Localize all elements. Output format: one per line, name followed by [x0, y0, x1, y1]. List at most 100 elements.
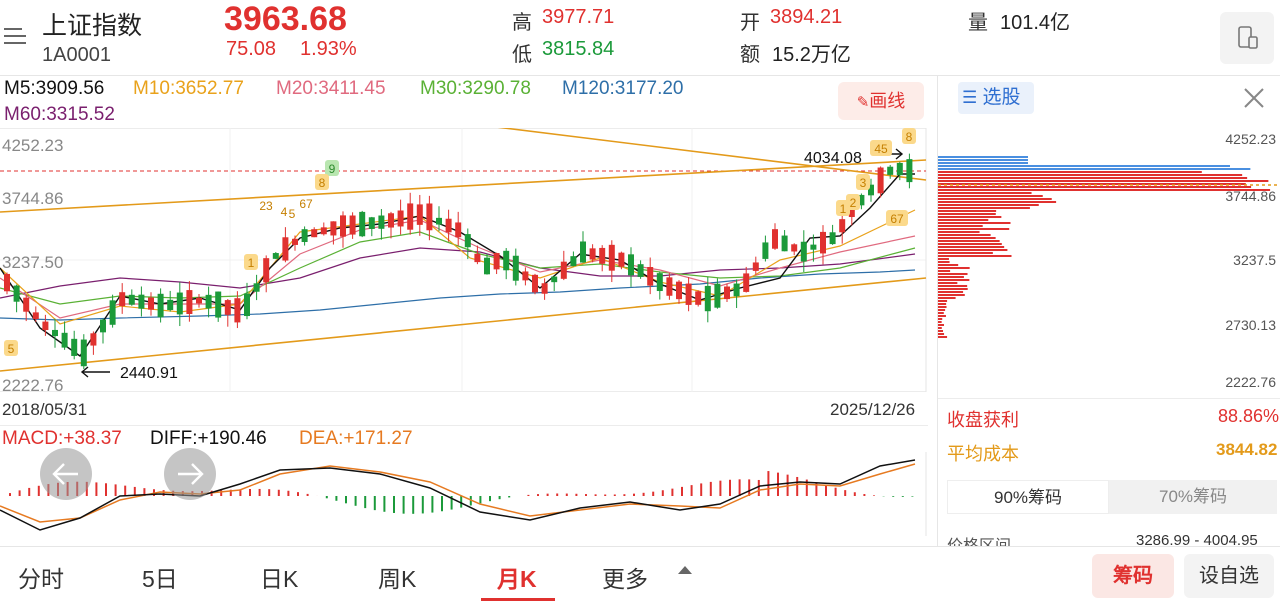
select-stock-button[interactable]: ☰ 选股	[958, 82, 1034, 114]
close-icon	[1244, 88, 1264, 108]
candle-body	[349, 215, 356, 235]
candle-body	[676, 281, 682, 300]
svg-text:4: 4	[281, 205, 288, 219]
chip-bar	[938, 180, 1269, 182]
draw-line-button[interactable]: ✎画线	[838, 82, 924, 120]
candle-body	[829, 232, 836, 245]
right-axis-tick: 2730.13	[1225, 317, 1276, 333]
candle-body	[733, 283, 740, 297]
candle-body	[820, 231, 826, 254]
chip-bar	[938, 216, 1002, 218]
diff-label: DIFF:+190.46	[150, 428, 267, 449]
list-icon: ☰	[962, 88, 978, 107]
high-value: 3977.71	[542, 6, 615, 28]
candle-body	[887, 166, 894, 175]
chip-bar	[938, 240, 1000, 242]
candle-body	[397, 210, 404, 227]
tab-monthly-k[interactable]: 月K	[497, 566, 537, 592]
open-value: 3894.21	[770, 6, 843, 28]
candle-body	[407, 203, 414, 230]
chip-bar	[938, 183, 1246, 185]
chip-bar	[938, 285, 968, 287]
chip-bar	[938, 168, 1251, 170]
chip-bar	[938, 282, 958, 284]
chip-bar	[938, 186, 1252, 188]
candle-body	[628, 254, 634, 276]
candle-body	[685, 283, 692, 305]
chip-tab-90[interactable]: 90%筹码	[947, 480, 1109, 514]
chips-button[interactable]: 筹码	[1092, 554, 1174, 598]
candle-group	[4, 153, 913, 370]
candle-body	[186, 290, 193, 315]
chip-tab-90-label: 90%筹码	[993, 488, 1063, 507]
select-stock-label: 选股	[982, 87, 1021, 108]
tab-5day[interactable]: 5日	[142, 566, 178, 592]
candle-body	[426, 203, 433, 231]
candle-body	[868, 184, 874, 196]
amount-value: 15.2万亿	[772, 44, 851, 66]
candle-body	[666, 277, 673, 296]
volume-value: 101.4亿	[1000, 12, 1071, 34]
svg-text:5: 5	[289, 207, 296, 221]
candle-body	[282, 237, 289, 261]
chip-tab-70[interactable]: 70%筹码	[1109, 480, 1277, 514]
candle-body	[493, 253, 500, 270]
left-axis-tick: 4252.23	[2, 136, 63, 155]
prev-button[interactable]	[40, 448, 92, 500]
chip-bar	[938, 195, 1043, 197]
svg-text:67: 67	[890, 212, 904, 226]
menu-icon[interactable]	[2, 24, 28, 48]
tab-daily-k[interactable]: 日K	[260, 566, 299, 592]
candle-body	[647, 267, 654, 286]
candle-body	[416, 204, 423, 225]
chip-bar	[938, 264, 959, 266]
candle-body	[388, 213, 394, 228]
candle-body	[589, 248, 596, 260]
candle-body	[42, 321, 49, 331]
volume-label: 量	[968, 12, 988, 34]
candle-body	[503, 250, 510, 271]
svg-text:67: 67	[299, 197, 313, 211]
chip-bar	[938, 204, 1039, 206]
candle-body	[176, 292, 183, 315]
tab-more[interactable]: 更多	[602, 566, 648, 592]
chip-bar	[938, 234, 991, 236]
chip-bar	[938, 270, 951, 272]
chip-bar	[938, 294, 965, 296]
candlestick-chart[interactable]: 5 9 8 1 1 2 3 45 8 67 23 4 567 4252.23 37…	[0, 128, 928, 392]
caret-up-icon[interactable]	[678, 566, 692, 574]
chip-bar	[938, 171, 1202, 173]
candle-body	[138, 294, 145, 309]
tab-weekly-k[interactable]: 周K	[378, 566, 417, 592]
low-marker	[80, 366, 110, 378]
candle-body	[522, 271, 529, 281]
chip-bar	[938, 267, 970, 269]
close-chip-panel-button[interactable]	[1240, 84, 1268, 112]
candle-body	[71, 338, 78, 356]
chip-bar	[938, 222, 1011, 224]
candle-body	[52, 329, 58, 337]
add-watchlist-button[interactable]: 设自选	[1184, 554, 1274, 598]
candle-body	[560, 261, 567, 279]
candle-body	[695, 291, 702, 305]
change-percent: 1.93%	[300, 38, 357, 60]
next-button[interactable]	[164, 448, 216, 500]
candle-body	[100, 319, 106, 333]
candle-body	[157, 293, 164, 318]
candle-body	[906, 159, 913, 183]
ma30-label: M30:3290.78	[420, 78, 531, 99]
candle-body	[580, 241, 586, 263]
tab-intraday[interactable]: 分时	[18, 566, 64, 592]
candle-body	[541, 283, 548, 294]
macd-label: MACD:+38.37	[2, 428, 122, 449]
left-axis-tick: 2222.76	[2, 376, 63, 392]
chip-bar	[938, 174, 1243, 176]
index-name: 上证指数	[42, 12, 143, 40]
candle-body	[618, 252, 625, 267]
candle-body	[263, 258, 270, 283]
candle-body	[32, 312, 39, 320]
landscape-toggle-button[interactable]	[1220, 12, 1274, 64]
candle-body	[512, 255, 519, 281]
candle-body	[637, 264, 644, 277]
open-label: 开	[740, 12, 760, 34]
